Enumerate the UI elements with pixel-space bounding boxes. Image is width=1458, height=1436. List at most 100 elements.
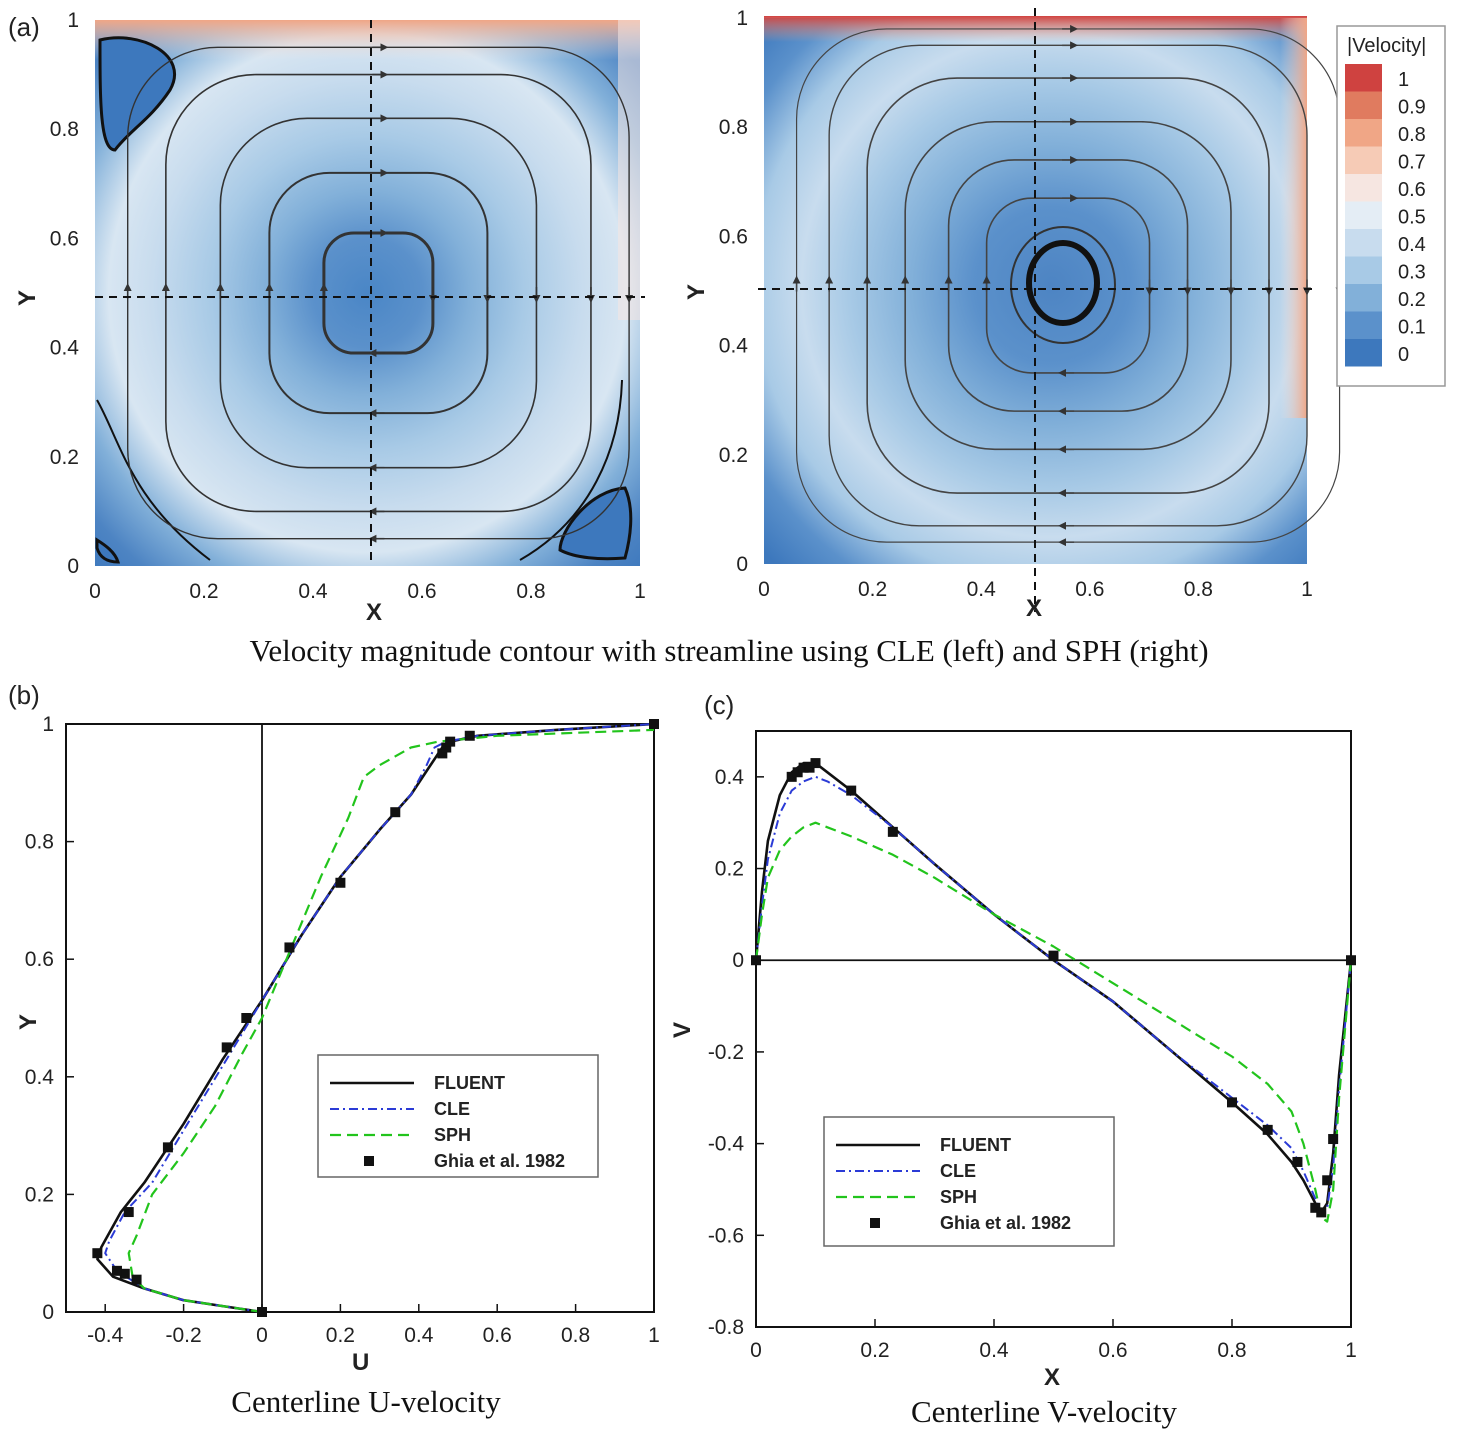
y-tick-label: 0.8 [25, 831, 54, 854]
ghia-marker [437, 748, 448, 759]
x-tick-label: 0.2 [858, 578, 887, 601]
sph-line [127, 728, 655, 1314]
y-tick-label: 0.2 [719, 444, 748, 467]
ghia-marker [649, 719, 659, 729]
sph-x-axis-label: X [1026, 595, 1042, 622]
colorbar-label: 0.5 [1398, 207, 1426, 229]
panel-label-a: (a) [8, 12, 40, 42]
y-tick-label: 0.6 [25, 948, 54, 971]
ghia-marker [1048, 950, 1059, 961]
ghia-marker [1328, 1134, 1339, 1145]
ghia-marker [123, 1207, 134, 1218]
ghia-marker [131, 1274, 142, 1285]
colorbar-swatch [1345, 91, 1382, 119]
y-tick-label: 0.4 [715, 766, 745, 789]
x-tick-label: 0.8 [516, 580, 545, 603]
colorbar-swatch [1345, 339, 1382, 367]
x-tick-label: 0.4 [404, 1324, 434, 1347]
colorbar-swatch [1345, 146, 1382, 174]
legend-label: FLUENT [940, 1135, 1011, 1155]
y-tick-label: 0.8 [719, 116, 748, 139]
ghia-marker [221, 1042, 232, 1053]
u-chart-frame [65, 723, 655, 1313]
cle-line [104, 723, 655, 1313]
cle-corner-eddy-bottom-right [558, 486, 633, 561]
y-tick-label: 0.2 [50, 446, 79, 469]
ghia-marker [1227, 1097, 1237, 1108]
cle-lid-region [95, 20, 640, 60]
y-tick-label: 0.8 [50, 118, 79, 141]
x-tick-label: 0.6 [1098, 1339, 1127, 1362]
ghia-marker [92, 1248, 103, 1259]
cle-separation-line-left [96, 399, 211, 561]
velocity-colorbar: |Velocity| 1 0.9 0.8 0.7 0.6 0.5 0.4 0.3 0.2 0.1 0 [1336, 25, 1446, 387]
ghia-marker [1262, 1124, 1273, 1135]
v-chart-y-axis-label: V [669, 1022, 696, 1038]
x-tick-label: 0 [256, 1324, 268, 1347]
x-tick-label: 0.4 [298, 580, 328, 603]
colorbar-label: 0.7 [1398, 152, 1426, 174]
ghia-marker [792, 767, 803, 778]
x-tick-label: 0.4 [979, 1339, 1009, 1362]
y-tick-label: 0.4 [50, 337, 80, 360]
ghia-marker [786, 771, 797, 782]
ghia-marker [241, 1013, 252, 1023]
panel-label-c: (c) [704, 690, 734, 720]
x-tick-label: 0.2 [860, 1339, 889, 1362]
y-tick-label: 0.2 [25, 1183, 54, 1206]
y-tick-label: 0 [67, 555, 79, 578]
x-tick-label: 0.8 [1184, 578, 1213, 601]
x-tick-label: -0.4 [87, 1324, 124, 1347]
ghia-marker [284, 942, 295, 953]
sph-contour-plot: 0 0.2 0.4 0.6 0.8 1 0 0.2 0.4 0.6 0.8 1 X Y [683, 7, 1344, 622]
cle-x-axis-label: X [366, 599, 382, 626]
legend-marker [364, 1156, 374, 1166]
y-tick-label: 0.6 [50, 227, 79, 250]
sph-line [754, 821, 1353, 1223]
colorbar-swatch [1345, 119, 1382, 147]
colorbar-swatch [1345, 201, 1382, 229]
y-tick-label: -0.2 [708, 1041, 744, 1064]
y-tick-label: 1 [67, 9, 79, 32]
u-chart-series [92, 719, 659, 1317]
x-tick-label: 0.2 [326, 1324, 355, 1347]
ghia-marker [390, 807, 401, 818]
colorbar-label: 0.4 [1398, 234, 1426, 256]
ghia-marker [111, 1265, 122, 1276]
v-chart-series [751, 758, 1356, 1223]
v-chart-caption: Centerline V-velocity [911, 1394, 1178, 1429]
ghia-marker [887, 826, 898, 837]
x-tick-label: 0.8 [561, 1324, 590, 1347]
colorbar-swatch [1345, 284, 1382, 312]
y-tick-label: 0 [736, 553, 748, 576]
cle-corner-eddy-top-left [98, 36, 177, 152]
sph-right-wall-region [1280, 18, 1307, 418]
colorbar-label: 0.3 [1398, 262, 1426, 284]
ghia-marker [1316, 1207, 1327, 1218]
cle-streamlines [123, 43, 634, 543]
u-chart-caption: Centerline U-velocity [231, 1384, 501, 1419]
x-tick-label: 0.6 [1075, 578, 1104, 601]
ghia-marker [1310, 1202, 1321, 1213]
y-tick-label: 1 [42, 713, 54, 736]
ghia-marker [751, 955, 761, 966]
x-tick-label: -0.2 [166, 1324, 202, 1347]
x-tick-label: 0.6 [407, 580, 436, 603]
ghia-marker [445, 736, 456, 747]
cle-velocity-field [95, 20, 640, 566]
x-tick-label: 0.4 [967, 578, 997, 601]
y-tick-label: -0.8 [708, 1316, 744, 1339]
x-tick-label: 0 [750, 1339, 762, 1362]
colorbar-swatch [1345, 174, 1382, 202]
centerline-v-chart: 0 0.2 0.4 0.6 0.8 1 -0.8 -0.6 -0.4 -0.2 0 0.2 0.4 FL… [669, 730, 1357, 1429]
ghia-marker [119, 1268, 130, 1279]
legend-marker [870, 1218, 880, 1228]
y-tick-label: 0.6 [719, 225, 748, 248]
sph-vortex-core [1026, 240, 1100, 326]
colorbar-swatch [1345, 64, 1382, 92]
colorbar-label: 0.2 [1398, 289, 1426, 311]
y-tick-label: 0 [732, 949, 744, 972]
ghia-marker [1292, 1156, 1303, 1167]
legend-label: SPH [940, 1187, 977, 1207]
centerline-u-chart: -0.4 -0.2 0 0.2 0.4 0.6 0.8 1 0 0.2 0.4 0.6 0.8 1 FLU… [15, 713, 660, 1419]
